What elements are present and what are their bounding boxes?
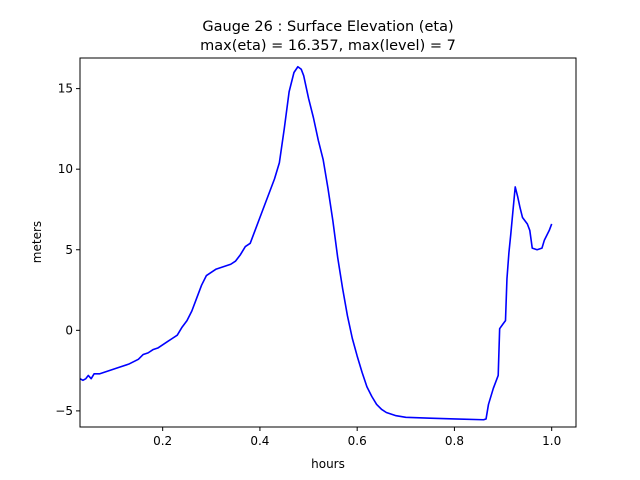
plot-frame	[79, 57, 577, 428]
x-tick-label: 1.0	[542, 434, 561, 448]
y-tick-label: −5	[55, 404, 73, 418]
y-tick-label: 10	[58, 162, 73, 176]
x-tick-label: 0.6	[348, 434, 367, 448]
x-axis-ticks: 0.2 0.4 0.6 0.8 1.0	[153, 427, 561, 448]
x-axis-label: hours	[311, 457, 345, 471]
chart-title-line1: Gauge 26 : Surface Elevation (eta)	[202, 19, 453, 35]
plot-line-layer	[79, 65, 553, 421]
x-tick-label: 0.4	[250, 434, 269, 448]
y-tick-label: 5	[65, 243, 73, 257]
y-tick-label: 15	[58, 82, 73, 96]
x-tick-label: 0.8	[445, 434, 464, 448]
y-axis-label: meters	[30, 221, 44, 263]
y-tick-label: 0	[65, 323, 73, 337]
x-tick-label: 0.2	[153, 434, 172, 448]
y-axis-ticks: −5 0 5 10 15	[55, 82, 80, 418]
series-line-eta	[79, 65, 553, 421]
chart-title-line2: max(eta) = 16.357, max(level) = 7	[200, 38, 456, 54]
